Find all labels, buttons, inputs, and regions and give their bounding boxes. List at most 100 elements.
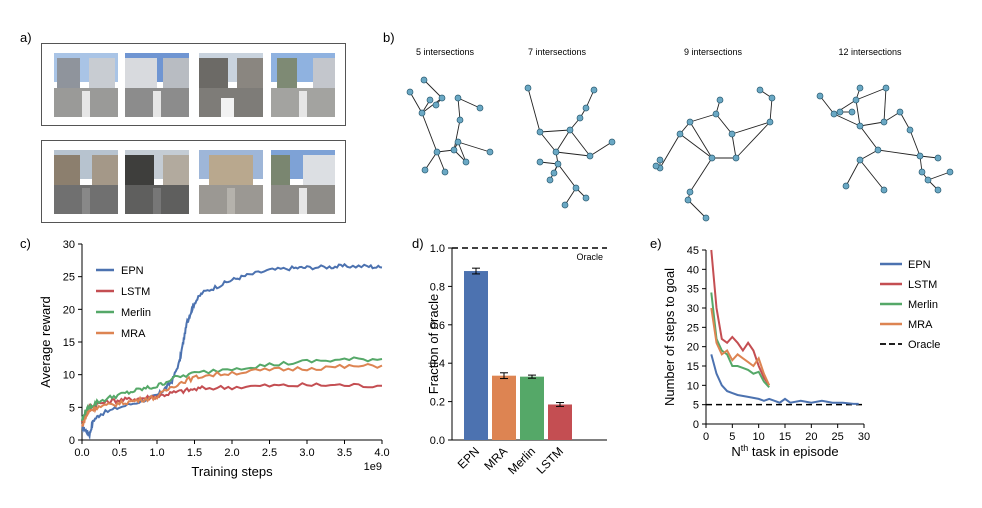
graph-node — [848, 108, 856, 116]
graph-edge — [424, 151, 438, 171]
graph-edge — [833, 113, 861, 127]
graph-node — [934, 186, 942, 194]
x-axis-label: Nth task in episode — [731, 443, 838, 459]
graph-edge — [409, 91, 423, 114]
graph-node — [550, 169, 558, 177]
bar-merlin — [520, 376, 544, 440]
graph-node — [456, 116, 464, 124]
bar-mra — [492, 375, 516, 440]
y-tick-label: 40 — [687, 264, 699, 276]
graph-edge — [689, 157, 713, 193]
graph-edge — [423, 79, 443, 99]
graph-node — [552, 148, 560, 156]
graph-edge — [457, 141, 467, 163]
street-photo — [54, 53, 118, 117]
y-axis-label: Fraction of oracle — [426, 294, 441, 394]
graph-node — [906, 126, 914, 134]
graph-node — [684, 196, 692, 204]
x-tick-label: 5 — [729, 431, 735, 443]
y-tick-label: 35 — [687, 284, 699, 296]
graph-node — [536, 128, 544, 136]
category-label-epn: EPN — [455, 444, 482, 471]
graph-node — [708, 154, 716, 162]
graph-edge — [715, 113, 733, 135]
y-tick-label: 20 — [687, 342, 699, 354]
graph-node — [421, 166, 429, 174]
series-line-merlin — [81, 356, 383, 422]
graph-node — [686, 118, 694, 126]
graph-edge — [855, 99, 861, 127]
graph-edge — [899, 111, 911, 131]
street-photo — [199, 53, 263, 117]
y-tick-label: 0.8 — [430, 281, 445, 293]
y-tick-label: 0 — [69, 435, 75, 447]
graph-edge — [679, 133, 713, 159]
series-line-epn — [81, 262, 383, 441]
graph-node — [882, 84, 890, 92]
y-tick-label: 5 — [69, 402, 75, 414]
graph-node — [702, 214, 710, 222]
graph-node — [441, 168, 449, 176]
x-tick-label: 3.0 — [299, 447, 314, 459]
x-tick-label: 0.5 — [112, 447, 127, 459]
graph-title-5: 5 intersections — [416, 47, 475, 57]
graph-node — [454, 94, 462, 102]
oracle-bar-chart: 0.0 0.2 0.4 0.6 0.8 1.0 Fraction of oracle Orac… — [426, 243, 607, 477]
graph-node — [946, 168, 954, 176]
graph-node — [732, 154, 740, 162]
graph-edge — [909, 129, 921, 157]
y-axis-label: Number of steps to goal — [662, 268, 677, 406]
graph-edge — [735, 121, 771, 159]
y-tick-label: 0.4 — [430, 358, 445, 370]
graph-node — [426, 96, 434, 104]
graph-edge — [457, 141, 491, 153]
graph-edge — [564, 187, 577, 206]
graph-node — [582, 194, 590, 202]
graph-edge — [557, 163, 577, 189]
graph-edge — [769, 97, 773, 123]
series-line-mra — [81, 362, 383, 427]
graph-node — [576, 114, 584, 122]
graph-title-9: 9 intersections — [684, 47, 743, 57]
x-tick-label: 1.0 — [149, 447, 164, 459]
graph-node — [856, 122, 864, 130]
graph-node — [586, 152, 594, 160]
graph-edge — [436, 151, 446, 173]
x-tick-label: 15 — [779, 431, 791, 443]
graph-node — [880, 186, 888, 194]
graph-node — [524, 84, 532, 92]
graph-node — [934, 154, 942, 162]
y-tick-label: 0.0 — [430, 435, 445, 447]
x-tick-label: 20 — [805, 431, 817, 443]
panel-label-c: c) — [20, 236, 31, 251]
graph-edge — [845, 159, 861, 187]
y-tick-label: 1.0 — [430, 243, 445, 255]
y-tick-label: 0 — [693, 419, 699, 431]
series-line-lstm — [710, 249, 771, 386]
graph-node — [874, 146, 882, 154]
y-tick-label: 20 — [63, 304, 75, 316]
x-axis-label: Training steps — [191, 464, 273, 479]
graph-node — [916, 152, 924, 160]
series-line-mra — [710, 307, 771, 386]
x-tick-label: 30 — [858, 431, 870, 443]
graph-node — [856, 156, 864, 164]
graph-edge — [453, 119, 461, 151]
graph-edge — [421, 97, 443, 114]
graph-edge — [689, 121, 713, 159]
graph-node — [852, 96, 860, 104]
graph-edge — [569, 129, 591, 157]
legend-label-epn: EPN — [908, 259, 931, 271]
graph-node — [486, 148, 494, 156]
x-tick-label: 4.0 — [374, 447, 389, 459]
graph-5-intersections — [406, 76, 494, 176]
x-tick-label: 0 — [703, 431, 709, 443]
graph-edge — [927, 171, 951, 181]
y-axis-label: Average reward — [38, 296, 53, 388]
graph-edge — [659, 133, 681, 169]
graph-node — [856, 84, 864, 92]
x-tick-label: 10 — [753, 431, 765, 443]
graph-edge — [527, 87, 541, 133]
bar-lstm — [548, 404, 572, 440]
